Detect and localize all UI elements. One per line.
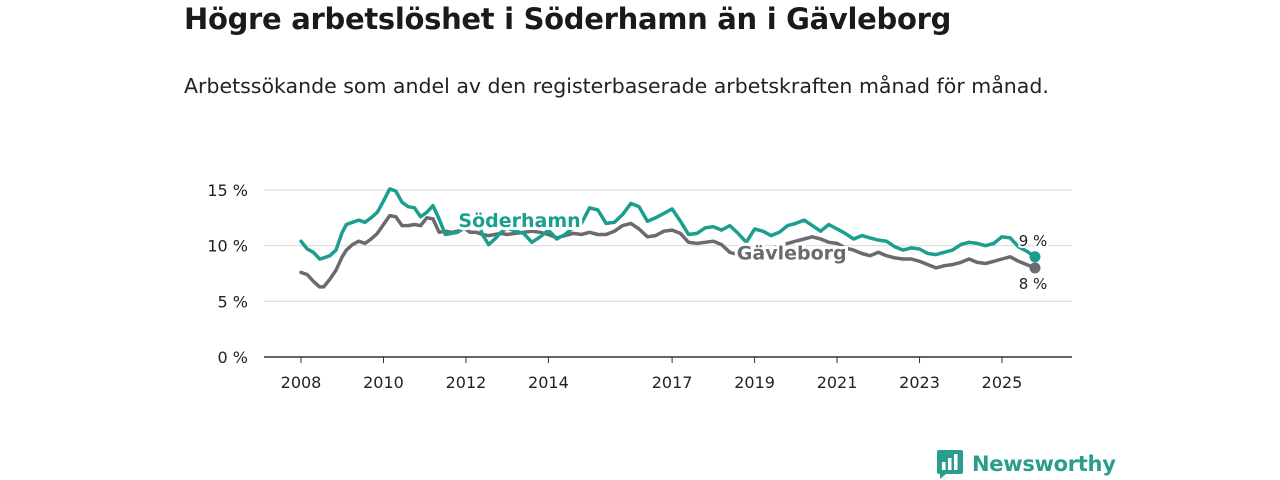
x-tick-label: 2008 (281, 373, 322, 392)
series-annotation-gävleborg: Gävleborg (737, 242, 847, 264)
x-tick-label: 2025 (982, 373, 1023, 392)
x-tick-label: 2012 (446, 373, 487, 392)
series-line-söderhamn (299, 187, 1037, 261)
x-tick-label: 2017 (652, 373, 693, 392)
chart-title: Högre arbetslöshet i Söderhamn än i Gävl… (184, 2, 952, 36)
x-tick-label: 2019 (734, 373, 775, 392)
newsworthy-logo-icon (937, 450, 963, 479)
y-tick-label: 15 % (207, 181, 248, 200)
x-tick-label: 2014 (528, 373, 569, 392)
end-label-gavleborg: 8 % (1019, 275, 1048, 293)
series-annotation-söderhamn: Söderhamn (458, 210, 580, 232)
x-tick-label: 2010 (363, 373, 404, 392)
y-tick-label: 0 % (218, 348, 248, 367)
end-point-gävleborg (1029, 262, 1041, 274)
y-tick-label: 10 % (207, 237, 248, 256)
end-point-söderhamn (1029, 251, 1041, 263)
brand-name: Newsworthy (972, 452, 1116, 476)
end-label-soderhamn: 9 % (1019, 232, 1048, 250)
newsworthy-brand: Newsworthy (936, 449, 1116, 479)
y-tick-label: 5 % (218, 292, 248, 311)
chart-subtitle: Arbetssökande som andel av den registerb… (184, 74, 1049, 98)
series-line-gävleborg (299, 213, 1037, 289)
x-tick-label: 2021 (817, 373, 858, 392)
x-tick-label: 2023 (899, 373, 940, 392)
